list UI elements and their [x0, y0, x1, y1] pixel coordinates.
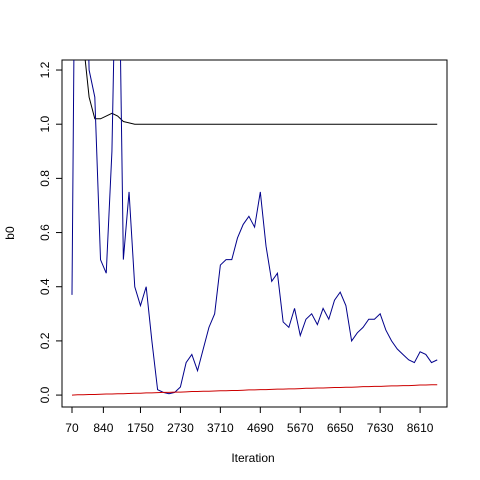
- y-tick-label: 1.0: [38, 116, 52, 133]
- y-tick-label: 0.6: [38, 224, 52, 241]
- x-tick-label: 4690: [247, 421, 274, 435]
- y-tick-label: 0.4: [38, 278, 52, 295]
- series-line: [71, 60, 438, 395]
- x-tick-label: 6650: [327, 421, 354, 435]
- x-tick-label: 7630: [367, 421, 394, 435]
- y-axis-label: b0: [3, 226, 17, 240]
- plot-area: [71, 60, 438, 396]
- y-tick-label: 0.2: [38, 332, 52, 349]
- x-tick-label: 3710: [207, 421, 234, 435]
- x-tick-label: 70: [65, 421, 79, 435]
- x-tick-label: 5670: [287, 421, 314, 435]
- x-tick-label: 2730: [167, 421, 194, 435]
- x-tick-label: 840: [93, 421, 113, 435]
- x-tick-label: 8610: [407, 421, 434, 435]
- y-tick-label: 0.8: [38, 170, 52, 187]
- plot-frame: [61, 59, 448, 408]
- series-line: [84, 60, 438, 125]
- x-axis-label: Iteration: [231, 451, 274, 465]
- series-line: [71, 384, 438, 396]
- y-tick-label: 1.2: [38, 61, 52, 78]
- x-tick-label: 1750: [127, 421, 154, 435]
- y-tick-label: 0.0: [38, 386, 52, 403]
